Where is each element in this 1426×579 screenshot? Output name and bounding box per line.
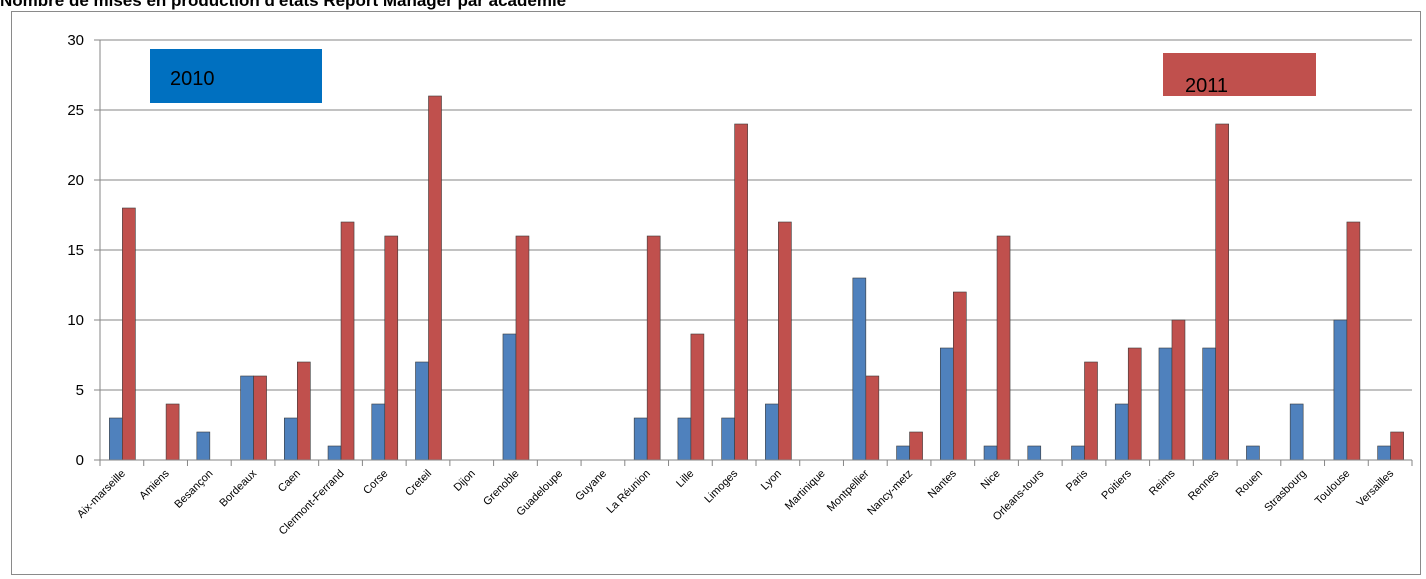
bar-2010-Reims [1158,347,1173,461]
gridlines [100,39,1412,391]
bar-2010-Versailles [1377,445,1391,461]
bar-2011-Lyon [778,221,792,461]
x-axis: Aix-marseille Amiens Besançon Bordeaux Caen C… [75,459,1413,538]
x-tick-label: Strasbourg [1262,468,1309,515]
bar-2010-Nantes [939,347,954,461]
bar-2010-Limoges [721,417,735,461]
bar-2011-Bordeaux [253,375,267,461]
bar-2010-Poitiers [1114,403,1129,461]
bar-2011-La Réunion [646,235,661,461]
x-tick-label: Poitiers [1099,467,1134,502]
x-tick-label: Rennes [1186,467,1222,503]
y-tick-label: 20 [67,172,84,189]
legend-label-2010: 2010 [170,68,215,90]
bar-2011-Limoges [734,123,748,461]
bar-2010-Aix-marseille [109,417,123,461]
x-tick-label: Amiens [137,467,172,502]
legend: 2010 2011 [150,49,1316,103]
x-tick-label: Guyane [573,468,609,504]
bar-2011-Poitiers [1127,347,1142,461]
x-tick-label: Grenoble [481,468,521,508]
x-tick-label: Nice [979,468,1003,492]
bar-2010-Creteil [415,361,429,461]
bar-2011-Reims [1171,319,1186,461]
x-tick-label: La Réunion [605,468,653,516]
bar-2010-Caen [283,417,298,461]
y-tick-label: 10 [67,312,84,329]
bar-2010-Orleans-tours [1027,445,1042,461]
x-tick-label: Versailles [1354,467,1396,509]
y-tick-label: 0 [76,452,84,469]
bar-2011-Creteil [428,95,442,461]
x-tick-label: Lyon [759,468,784,493]
bar-2010-Clermont-Ferrand [327,445,342,461]
bar-2011-Clermont-Ferrand [340,221,355,461]
bar-2010-Grenoble [502,333,517,461]
x-tick-label: Paris [1064,467,1091,494]
bar-2010-La Réunion [633,417,648,461]
y-tick-label: 30 [67,32,84,49]
x-tick-label: Caen [276,468,303,495]
x-tick-label: Besançon [172,468,215,511]
bar-2010-Paris [1071,445,1085,461]
x-tick-label: Guadeloupe [514,468,565,519]
bar-2011-Toulouse [1346,221,1361,461]
bar-2010-Rouen [1246,445,1260,461]
x-tick-label: Bordeaux [217,467,259,509]
y-tick-label: 5 [76,382,84,399]
bar-2010-Lille [677,417,692,461]
bar-2011-Montpellier [865,375,880,461]
bar-2011-Amiens [165,403,180,461]
chart-frame [11,11,1421,575]
legend-swatch-2010 [150,49,322,103]
bar-2010-Besançon [196,431,211,461]
bar-2011-Nantes [952,291,967,461]
x-tick-label: Reims [1147,467,1178,498]
bar-2011-Grenoble [515,235,530,461]
bar-2010-Nancy-metz [896,445,910,461]
bar-2011-Corse [384,235,399,461]
bar-2011-Rennes [1215,123,1229,461]
bar-2011-Aix-marseille [122,207,136,461]
x-tick-label: Toulouse [1313,468,1353,508]
bar-2010-Montpellier [852,277,867,461]
bar-2010-Strasbourg [1289,403,1304,461]
legend-label-2011: 2011 [1185,75,1228,97]
bar-2010-Rennes [1202,347,1216,461]
x-tick-label: Nantes [926,467,959,500]
bar-2011-Versailles [1390,431,1404,461]
x-tick-label: Nancy-metz [865,468,915,518]
x-tick-label: Rouen [1234,468,1265,499]
x-tick-label: Aix-marseille [75,468,128,521]
bar-2010-Corse [371,403,386,461]
x-tick-label: Dijon [452,468,478,494]
x-tick-label: Corse [361,468,390,497]
bar-2010-Toulouse [1333,319,1348,461]
y-axis: 0 5 10 15 20 25 30 [67,32,101,469]
bar-2011-Lille [690,333,705,461]
y-tick-label: 25 [67,102,84,119]
y-tick-label: 15 [67,242,84,259]
x-tick-label: Lille [674,468,696,490]
legend-swatch-2011 [1163,53,1316,96]
bar-2011-Caen [296,361,311,461]
bar-2010-Nice [983,445,998,461]
bar-2010-Bordeaux [240,375,254,461]
x-tick-label: Martinique [783,468,828,513]
bar-2011-Nice [996,235,1011,461]
x-tick-label: Creteil [403,468,434,499]
bars [109,95,1404,461]
bar-2010-Lyon [765,403,779,461]
bar-2011-Nancy-metz [909,431,923,461]
x-tick-label: Limoges [702,467,740,505]
x-tick-label: Montpellier [825,467,872,514]
bar-2011-Paris [1084,361,1098,461]
chart-title: Nombre de mises en production d'états Re… [0,0,567,10]
